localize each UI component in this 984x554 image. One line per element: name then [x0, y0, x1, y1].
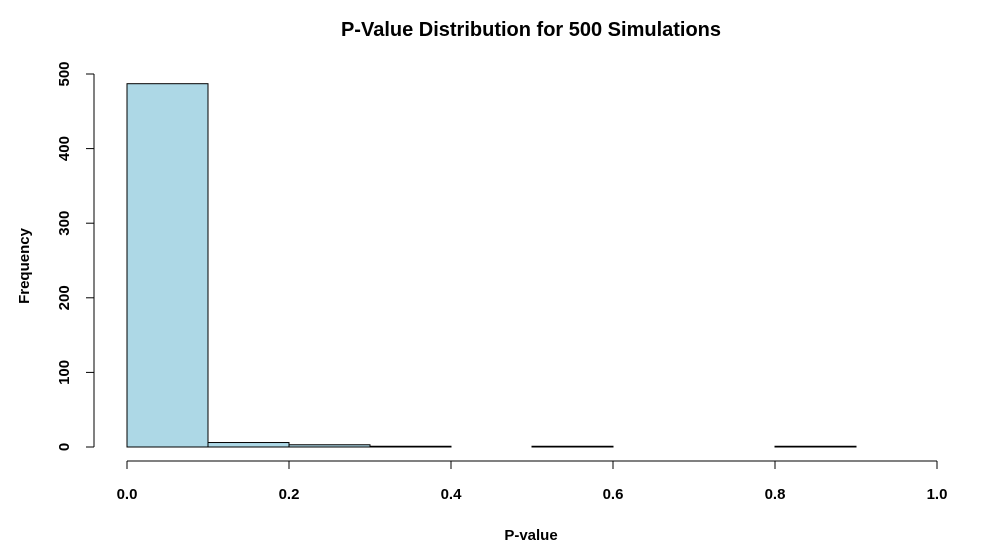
- histogram-bar-3: [369, 445, 452, 448]
- histogram-bar-0: [126, 83, 209, 448]
- histogram-bar-8: [774, 445, 857, 448]
- y-tick-label-0: 0: [56, 443, 73, 451]
- histogram-bar-5: [531, 445, 614, 448]
- y-tick-label-4: 400: [56, 136, 73, 161]
- x-tick-label-0: 0.0: [117, 486, 138, 503]
- y-tick-label-2: 200: [56, 285, 73, 310]
- y-axis-label: Frequency: [16, 227, 33, 304]
- x-tick-label-5: 1.0: [927, 486, 948, 503]
- x-axis-label: P-value: [504, 527, 557, 544]
- histogram-bar-1: [207, 442, 290, 448]
- chart-title: P-Value Distribution for 500 Simulations: [341, 19, 721, 41]
- histogram-bar-2: [288, 444, 371, 448]
- x-tick-label-4: 0.8: [765, 486, 786, 503]
- bars-group: [126, 83, 857, 448]
- x-axis: 0.0 0.2 0.4 0.6 0.8 1.0: [117, 460, 948, 503]
- x-tick-label-3: 0.6: [603, 486, 624, 503]
- x-tick-label-1: 0.2: [279, 486, 300, 503]
- y-axis: 0 100 200 300 400 500: [56, 61, 95, 451]
- y-tick-label-3: 300: [56, 211, 73, 236]
- y-tick-label-1: 100: [56, 360, 73, 385]
- x-tick-label-2: 0.4: [441, 486, 463, 503]
- y-tick-label-5: 500: [56, 61, 73, 86]
